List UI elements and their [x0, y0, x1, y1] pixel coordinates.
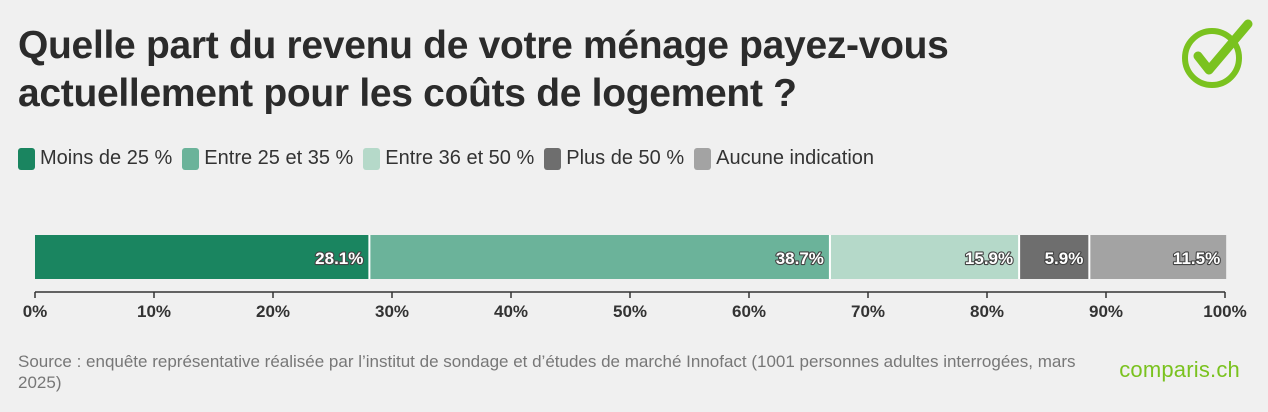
x-tick-label: 60%: [732, 302, 766, 321]
data-label: 28.1%: [315, 249, 363, 268]
x-tick-label: 20%: [256, 302, 290, 321]
source-note: Source : enquête représentative réalisée…: [18, 352, 1076, 392]
brand-logo-text: comparis.ch: [1119, 357, 1240, 382]
legend-swatch: [544, 147, 562, 170]
x-tick-label: 10%: [137, 302, 171, 321]
legend-item-36-50: Entre 36 et 50 %: [363, 147, 534, 170]
legend-swatch: [694, 147, 712, 170]
legend-item-aucune-indication: Aucune indication: [694, 147, 874, 170]
legend-label: Entre 25 et 35 %: [204, 147, 354, 169]
legend-item-plus-50: Plus de 50 %: [544, 147, 684, 170]
bar-segment: [1019, 235, 1090, 279]
chart-title: Quelle part du revenu de votre ménage pa…: [18, 22, 1138, 118]
x-tick-label: 90%: [1089, 302, 1123, 321]
legend-label: Moins de 25 %: [40, 147, 173, 169]
x-tick-label: 40%: [494, 302, 528, 321]
x-tick-label: 30%: [375, 302, 409, 321]
x-tick-label: 0%: [23, 302, 48, 321]
data-label: 11.5%: [1173, 249, 1220, 268]
legend-swatch: [182, 147, 200, 170]
x-tick-label: 50%: [613, 302, 647, 321]
legend-label: Plus de 50 %: [566, 147, 685, 169]
data-label: 15.9%: [965, 249, 1013, 268]
data-label: 38.7%: [776, 249, 824, 268]
legend-label: Aucune indication: [716, 147, 875, 169]
bar-segment: [35, 235, 370, 279]
legend-item-25-35: Entre 25 et 35 %: [182, 147, 353, 170]
chart-title-line-2: actuellement pour les coûts de logement …: [18, 72, 797, 115]
chart-title-line-1: Quelle part du revenu de votre ménage pa…: [18, 24, 949, 67]
legend-label: Entre 36 et 50 %: [385, 147, 535, 169]
chart-legend: Moins de 25 % Entre 25 et 35 % Entre 36 …: [18, 147, 884, 170]
x-tick-label: 100%: [1203, 302, 1246, 321]
legend-item-moins-25: Moins de 25 %: [18, 147, 172, 170]
stacked-bar-chart: 28.1% 38.7% 15.9% 5.9% 11.5% 0% 10% 20% 30% 40% 50…: [23, 235, 1247, 321]
bar-segment: [829, 235, 1020, 279]
data-label: 5.9%: [1045, 249, 1084, 268]
x-tick-label: 80%: [970, 302, 1004, 321]
bar-segment: [369, 235, 830, 279]
bar-segment: [1089, 235, 1227, 279]
checkmark-circle-icon: [1182, 19, 1253, 88]
legend-swatch: [363, 147, 381, 170]
legend-swatch: [18, 147, 35, 170]
x-tick-label: 70%: [851, 302, 885, 321]
